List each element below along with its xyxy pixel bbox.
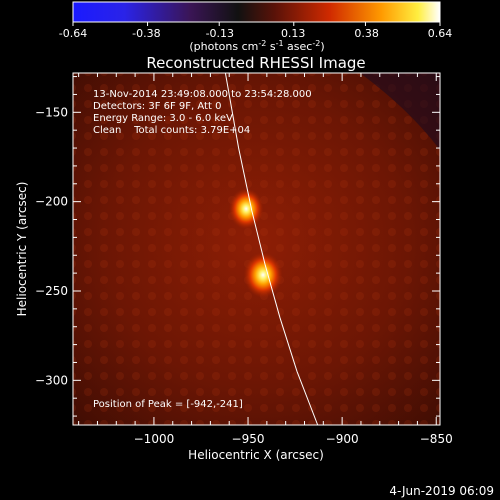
colorbar-tick-label: -0.13 [206, 27, 234, 40]
colorbar [72, 1, 441, 23]
y-tick-label: −250 [35, 284, 68, 298]
xray-source-2 [228, 188, 264, 230]
y-tick-label: −300 [35, 373, 68, 387]
y-axis-label: Heliocentric Y (arcsec) [15, 182, 29, 317]
colorbar-tick-label: 0.38 [354, 27, 379, 40]
x-axis-label: Heliocentric X (arcsec) [188, 448, 324, 462]
image-area [73, 73, 440, 425]
y-tick-label: −200 [35, 195, 68, 209]
y-tick-label: −150 [35, 105, 68, 119]
solar-limb [224, 73, 319, 425]
annotation-detectors: Detectors: 3F 6F 9F, Att 0 [93, 101, 221, 112]
x-tick-label: −900 [326, 432, 359, 446]
colorbar-tick-label: -0.64 [59, 27, 87, 40]
colorbar-tick-label: -0.38 [132, 27, 160, 40]
x-tick-label: −1000 [134, 432, 175, 446]
x-tick-label: −850 [420, 432, 453, 446]
footer-date: 4-Jun-2019 06:09 [389, 484, 494, 498]
annotation-time: 13-Nov-2014 23:49:08.000 to 23:54:28.000 [93, 89, 312, 100]
colorbar-tick-label: 0.13 [281, 27, 306, 40]
annotation-peak: Position of Peak = [-942,-241] [93, 399, 243, 410]
chart-title: Reconstructed RHESSI Image [146, 54, 365, 72]
xray-source-1 [243, 251, 283, 298]
plot-frame [72, 72, 441, 426]
colorbar-tick-label: 0.64 [428, 27, 453, 40]
colorbar-units: (photons cm-2 s-1 asec-2) [189, 39, 324, 53]
annotation-energy: Energy Range: 3.0 - 6.0 keV [93, 113, 233, 124]
x-tick-label: −950 [232, 432, 265, 446]
annotation-clean: Clean Total counts: 3.79E+04 [93, 125, 250, 136]
